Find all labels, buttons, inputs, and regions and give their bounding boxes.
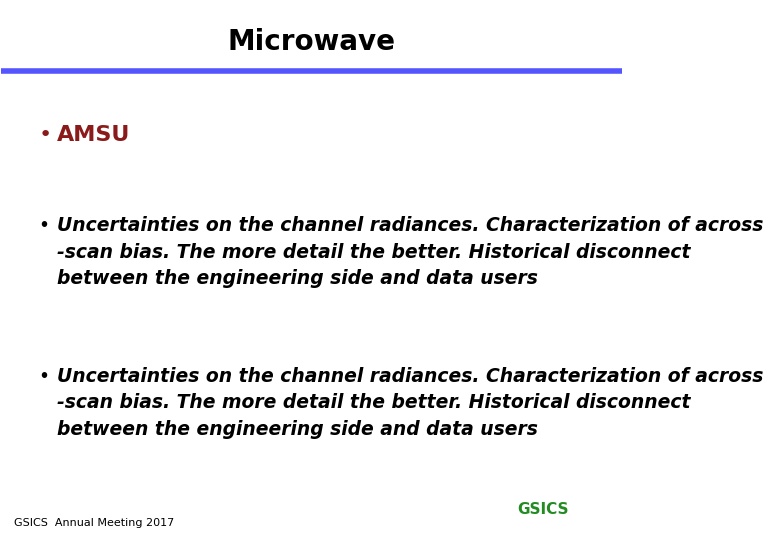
Text: Uncertainties on the channel radiances. Characterization of across
-scan bias. T: Uncertainties on the channel radiances. … [57,217,764,288]
Text: Microwave: Microwave [228,28,396,56]
Text: •: • [39,217,50,235]
Text: Uncertainties on the channel radiances. Characterization of across
-scan bias. T: Uncertainties on the channel radiances. … [57,367,764,438]
Text: •: • [39,125,52,145]
Text: AMSU: AMSU [57,125,130,145]
Text: GSICS: GSICS [517,502,569,517]
Text: GSICS  Annual Meeting 2017: GSICS Annual Meeting 2017 [14,518,174,528]
Text: •: • [39,367,50,386]
